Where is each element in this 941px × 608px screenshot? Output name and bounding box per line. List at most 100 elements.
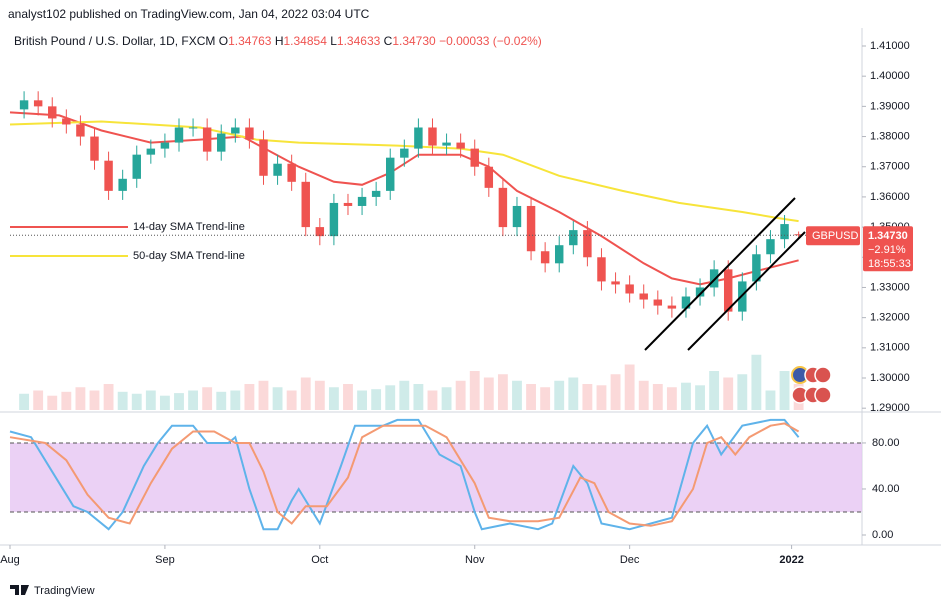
volume-bar	[765, 390, 776, 410]
volume-bar	[371, 389, 382, 410]
volume-bar	[624, 364, 635, 410]
volume-bar	[300, 377, 311, 410]
volume-bar	[582, 384, 593, 410]
flags	[791, 366, 832, 404]
ohlc-key: O	[219, 34, 228, 48]
volume-bar	[47, 395, 58, 410]
candle-body	[48, 106, 57, 119]
volume-bar	[75, 387, 86, 410]
x-tick-label: Oct	[311, 554, 328, 566]
candle-body	[498, 187, 508, 228]
symbol: British Pound / U.S. Dollar, 1D, FXCM	[14, 34, 215, 48]
candle-body	[343, 202, 353, 206]
candle-body	[554, 245, 564, 264]
candle-body	[723, 269, 733, 312]
candle-body	[400, 148, 409, 158]
flag-icon	[814, 366, 832, 384]
volume-bar	[483, 377, 494, 410]
volume-bar	[610, 374, 621, 410]
volume-bar	[258, 380, 269, 410]
y-tick-label: 1.30000	[870, 372, 910, 384]
candle-body	[414, 127, 423, 149]
ohlc-value: 1.34854	[284, 34, 328, 48]
candle-body	[287, 163, 296, 182]
candle-body	[794, 234, 803, 236]
volume-bar	[385, 385, 396, 410]
y-tick-label: 1.31000	[870, 342, 910, 354]
volume-bar	[638, 380, 649, 410]
candle-body	[202, 127, 212, 152]
candle-body	[315, 227, 325, 237]
y-tick-label: 80.00	[872, 437, 900, 449]
candle-body	[583, 230, 592, 258]
candle-body	[681, 296, 691, 309]
candle-body	[639, 293, 648, 300]
volume-bar	[652, 384, 663, 410]
logo-icon	[10, 585, 29, 595]
price-tag: GBPUSD 1.34730 −2.91% 18:55:33	[806, 226, 913, 272]
candle-body	[329, 202, 339, 237]
candle-body	[357, 196, 367, 206]
volume-bar	[666, 387, 677, 410]
price-label-box	[863, 226, 913, 272]
y-tick-label: 0.00	[872, 529, 893, 541]
ohlc-value: 1.34730	[392, 34, 436, 48]
candle-body	[273, 163, 282, 176]
indicator-line	[9, 111, 799, 286]
candle-body	[597, 257, 606, 282]
volume-bar	[737, 374, 748, 410]
volume-bar	[469, 371, 480, 410]
volume-bar	[174, 393, 184, 410]
volume-bar	[314, 380, 325, 410]
candle-body	[146, 148, 156, 155]
legend-label: 14-day SMA Trend-line	[133, 221, 245, 233]
candle-body	[428, 127, 437, 146]
volume-bar	[568, 377, 579, 410]
volume-bar	[19, 393, 30, 410]
volume-bar	[230, 390, 241, 410]
candle-body	[371, 190, 381, 197]
price-pane: 1.290001.300001.310001.320001.330001.340…	[9, 40, 910, 531]
candle-body	[245, 127, 254, 140]
volume-bar	[526, 384, 536, 410]
candle-body	[653, 299, 663, 306]
ohlc-value: 1.34763	[228, 34, 272, 48]
volume-bar	[117, 391, 128, 410]
footer-logo: TradingView	[10, 585, 95, 597]
candle-body	[667, 305, 677, 309]
y-tick-label: 1.33000	[870, 281, 910, 293]
volume-bar	[441, 387, 452, 410]
candle-body	[132, 154, 141, 179]
volume-bar	[61, 391, 72, 410]
volume-bar	[455, 380, 466, 410]
candle-body	[540, 251, 550, 264]
candle-body	[118, 178, 127, 191]
y-tick-label: 1.37000	[870, 161, 910, 173]
volume-bar	[33, 390, 44, 410]
symbol-line: British Pound / U.S. Dollar, 1D, FXCM O1…	[14, 34, 542, 48]
candle-body	[188, 127, 198, 129]
x-tick-label: Aug	[0, 554, 20, 566]
flag-icon	[814, 386, 832, 404]
candle-body	[766, 239, 775, 255]
volume-bar	[512, 380, 522, 410]
x-tick-label: Dec	[620, 554, 640, 566]
candle-body	[62, 118, 71, 125]
stochastic-background: 0.00 40.00 80.00 Aug Sep Oct Nov Dec 2022	[0, 437, 899, 566]
candle-body	[442, 142, 451, 146]
volume-bar	[540, 387, 551, 410]
candle-body	[33, 100, 43, 107]
symbol-tag-text: GBPUSD	[812, 230, 859, 242]
x-tick-label: Sep	[155, 554, 175, 566]
volume-bar	[202, 387, 213, 410]
candle-body	[752, 254, 761, 282]
volume-bar	[188, 390, 199, 410]
symbol-tag	[806, 226, 860, 246]
candle-body	[780, 224, 789, 240]
volume-bar	[159, 395, 170, 410]
candle-body	[301, 181, 310, 228]
volume-bar	[216, 391, 227, 410]
volume-bar	[554, 380, 565, 410]
footer-brand: TradingView	[34, 585, 95, 597]
